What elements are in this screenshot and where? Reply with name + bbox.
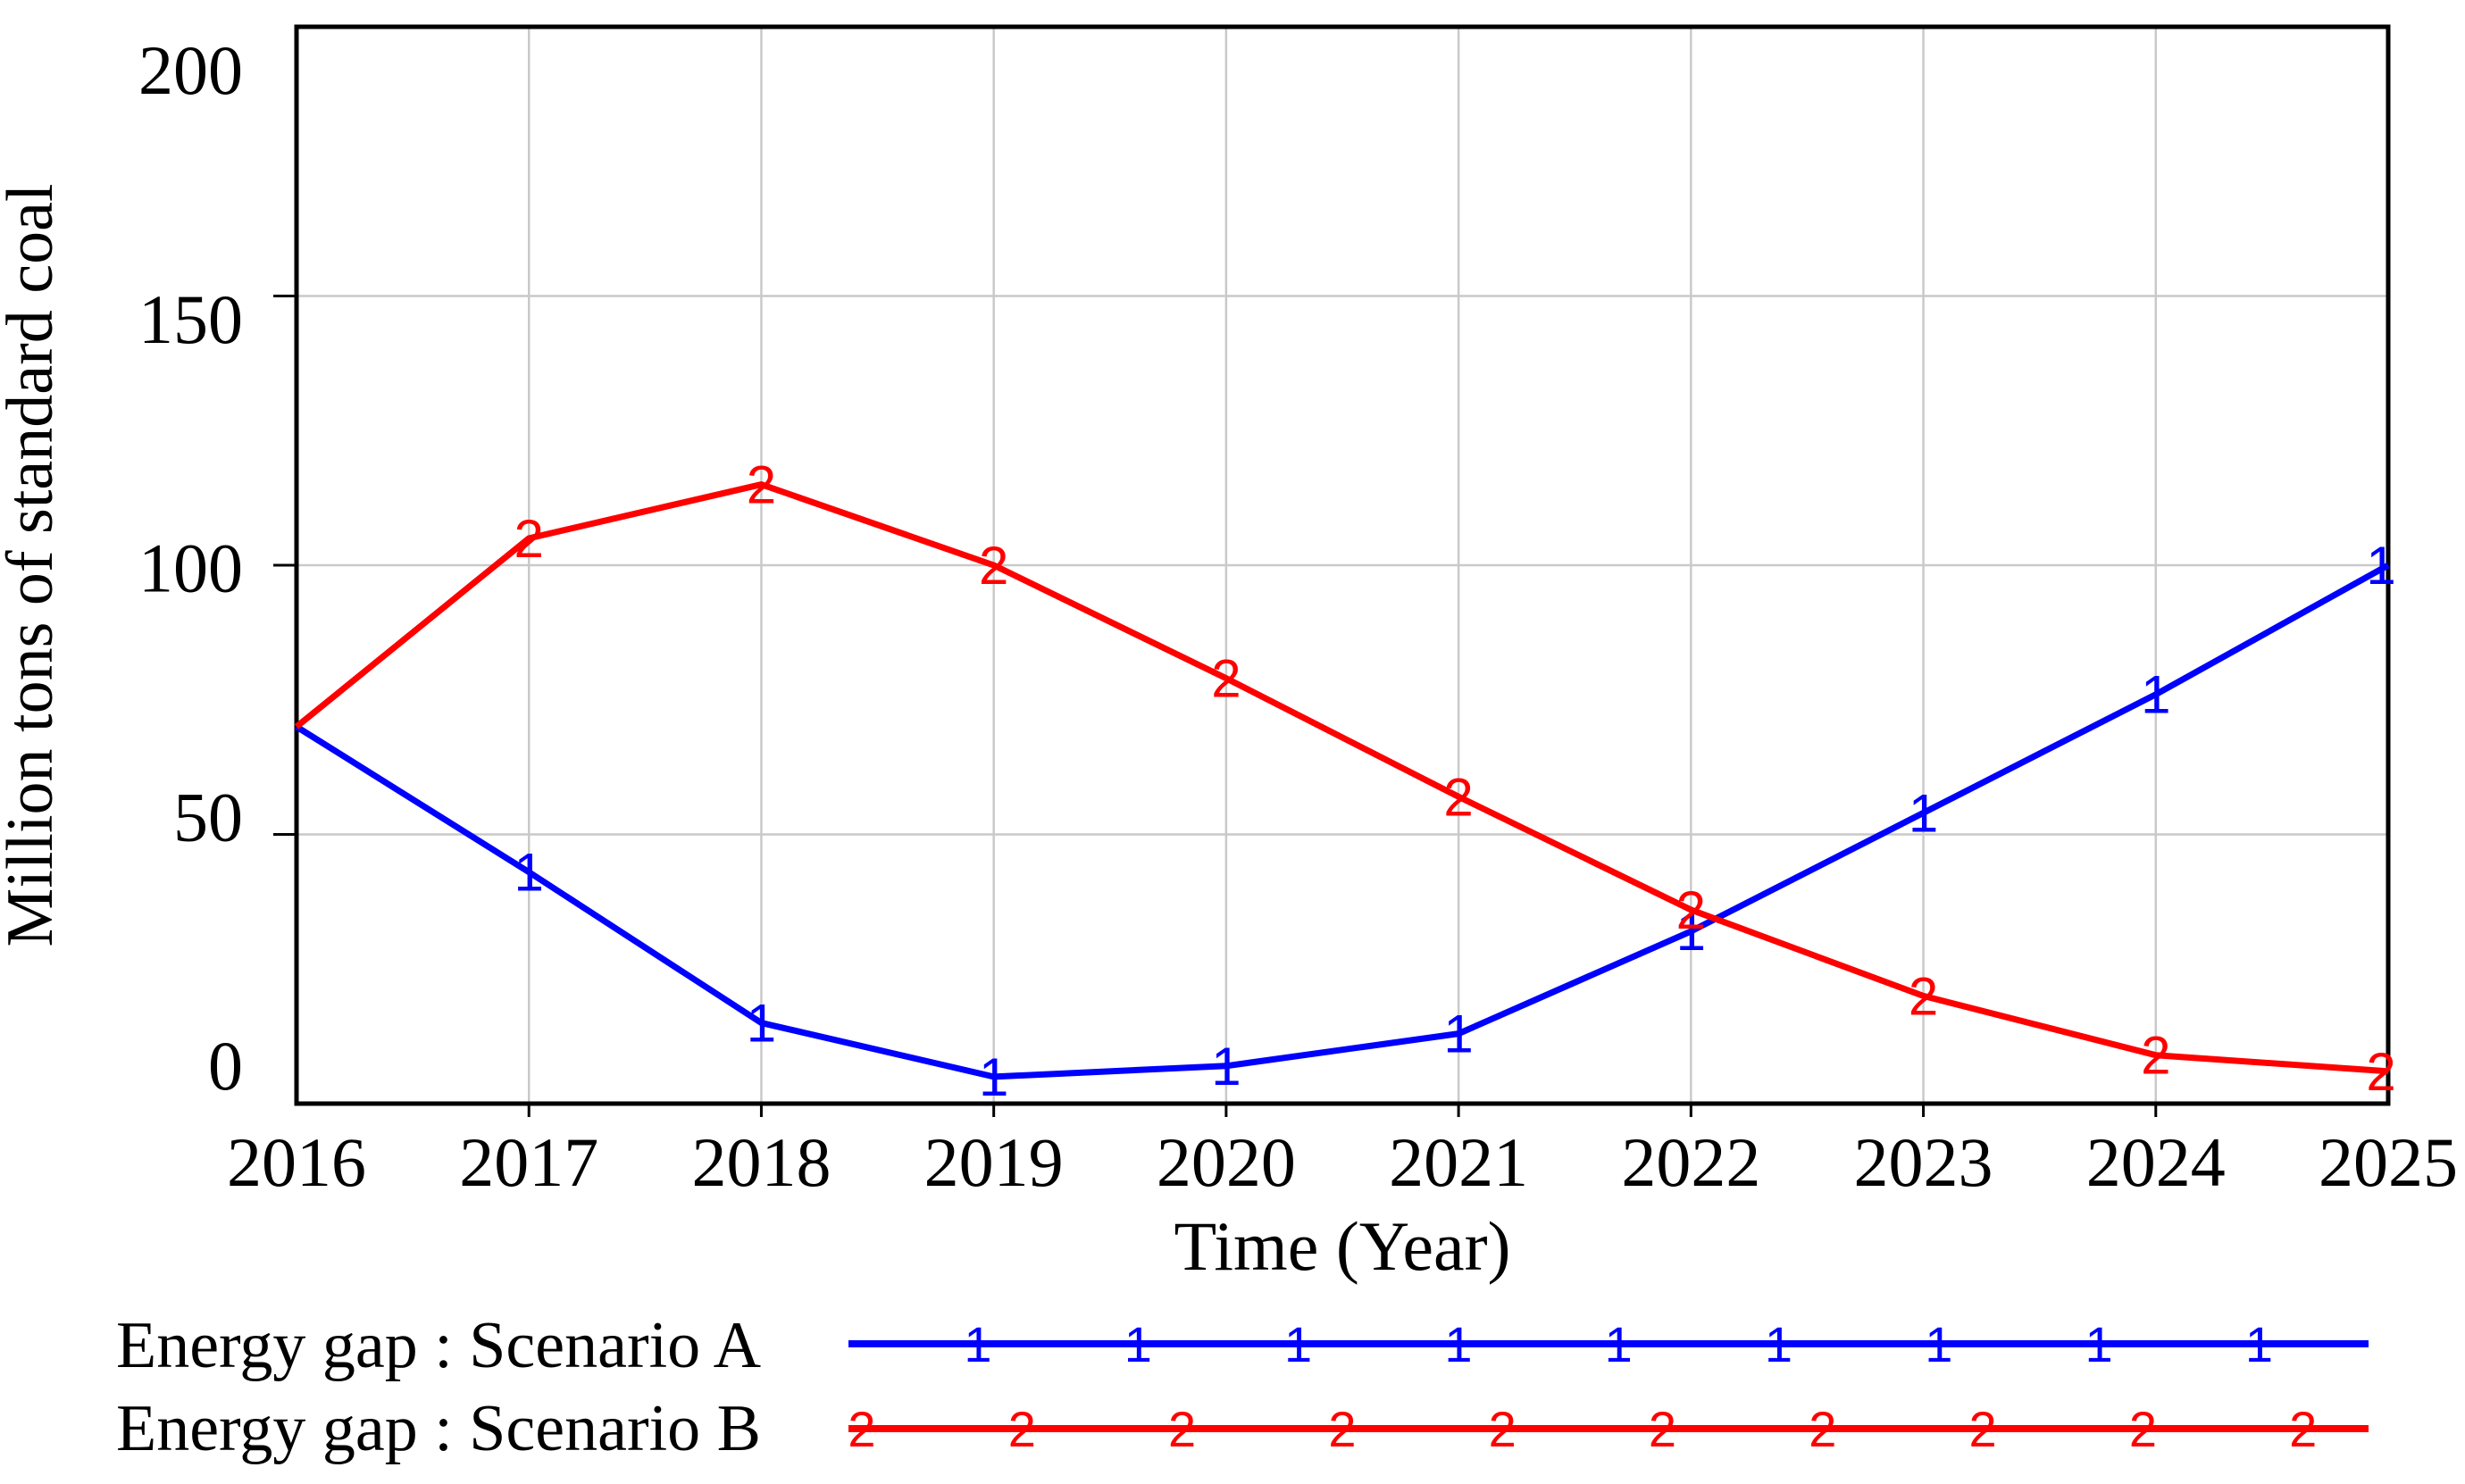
tick-layer bbox=[273, 295, 2158, 1117]
x-tick-label-2021: 2021 bbox=[1389, 1123, 1528, 1201]
y-tick-label-200: 200 bbox=[138, 31, 243, 109]
tick-label-layer: 0 50 100 150 200 2016 2017 2018 2019 2020 2021 2022… bbox=[138, 31, 2458, 1201]
data-point-marker-2-2018: 2 bbox=[747, 455, 776, 515]
legend-label-scenario-a: Energy gap : Scenario A bbox=[116, 1309, 761, 1382]
x-tick-label-2019: 2019 bbox=[924, 1123, 1064, 1201]
legend-marker-layer: 1111111112222222222 bbox=[848, 1316, 2317, 1457]
data-point-marker-1-2020: 1 bbox=[1211, 1037, 1241, 1096]
data-point-marker-1-2021: 1 bbox=[1443, 1005, 1473, 1064]
data-point-marker-2-2023: 2 bbox=[1909, 966, 1938, 1026]
x-tick-label-2024: 2024 bbox=[2086, 1123, 2226, 1201]
data-point-marker-2-2020: 2 bbox=[1211, 649, 1241, 709]
x-axis-title: Time (Year) bbox=[1174, 1207, 1510, 1285]
data-point-marker-2-2025: 2 bbox=[2366, 1042, 2395, 1102]
grid-layer bbox=[297, 27, 2388, 1104]
data-point-marker-2-2017: 2 bbox=[514, 509, 544, 569]
data-point-marker-2-2021: 2 bbox=[1443, 767, 1473, 827]
data-point-marker-2-2022: 2 bbox=[1676, 880, 1706, 940]
data-point-marker-1-2024: 1 bbox=[2141, 665, 2170, 725]
x-tick-label-2020: 2020 bbox=[1157, 1123, 1296, 1201]
data-point-marker-2-2024: 2 bbox=[2141, 1026, 2170, 1086]
x-tick-label-2022: 2022 bbox=[1621, 1123, 1760, 1201]
legend-label-scenario-b: Energy gap : Scenario B bbox=[116, 1392, 761, 1465]
y-axis-title: Million tons of standard coal bbox=[0, 184, 67, 947]
series-line-scenario-a bbox=[295, 562, 2390, 1080]
y-tick-label-0: 0 bbox=[208, 1027, 243, 1105]
x-tick-label-2025: 2025 bbox=[2319, 1123, 2458, 1201]
y-tick-label-50: 50 bbox=[173, 778, 243, 855]
series-line-scenario-b bbox=[294, 481, 2389, 1075]
data-point-marker-2-2019: 2 bbox=[979, 536, 1008, 596]
data-point-marker-1-2023: 1 bbox=[1909, 783, 1938, 843]
x-tick-label-2018: 2018 bbox=[691, 1123, 831, 1201]
y-tick-label-150: 150 bbox=[138, 280, 243, 358]
data-point-marker-1-2017: 1 bbox=[514, 843, 544, 903]
data-point-marker-1-2018: 1 bbox=[747, 994, 776, 1054]
x-tick-label-2016: 2016 bbox=[227, 1123, 366, 1201]
data-point-marker-1-2025: 1 bbox=[2366, 536, 2395, 596]
x-tick-label-2017: 2017 bbox=[459, 1123, 598, 1201]
x-tick-label-2023: 2023 bbox=[1854, 1123, 1993, 1201]
data-point-marker-1-2019: 1 bbox=[979, 1047, 1008, 1107]
y-tick-label-100: 100 bbox=[138, 529, 243, 607]
